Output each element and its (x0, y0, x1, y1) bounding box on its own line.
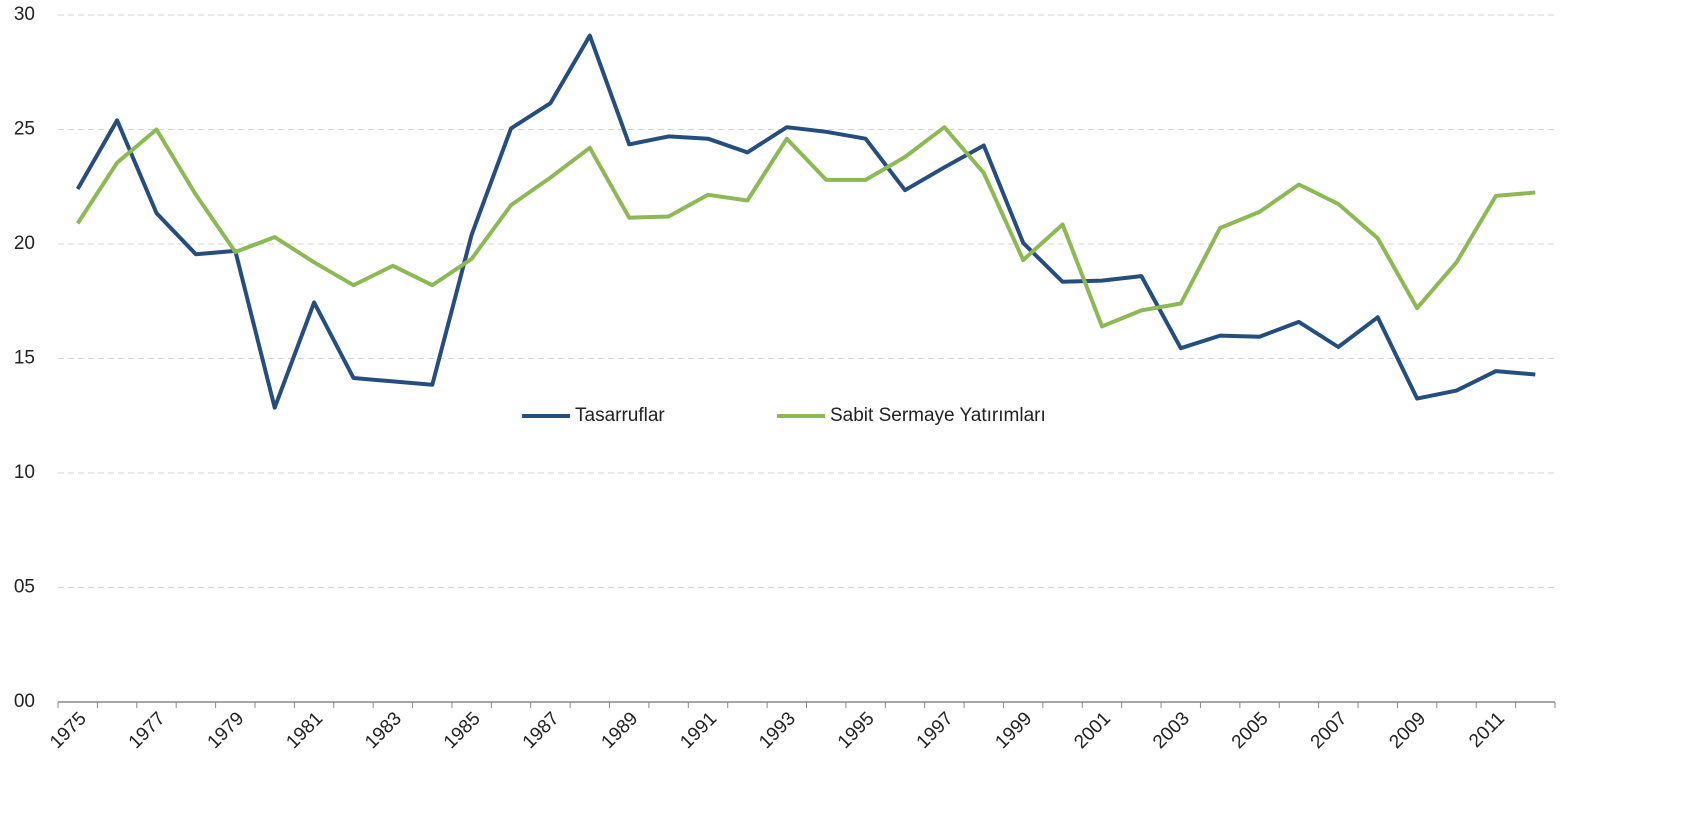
legend-label: Sabit Sermaye Yatırımları (830, 405, 1046, 426)
y-tick-label: 15 (14, 348, 35, 369)
x-tick-label: 1979 (204, 708, 249, 753)
x-tick-label: 1975 (46, 708, 91, 753)
y-tick-label: 30 (14, 4, 35, 25)
x-tick-label: 1989 (598, 708, 643, 753)
x-tick-label: 1987 (519, 708, 564, 753)
y-tick-label: 00 (14, 691, 35, 712)
x-tick-label: 2005 (1228, 708, 1273, 753)
x-tick-label: 1983 (361, 708, 406, 753)
x-tick-label: 1981 (282, 708, 327, 753)
x-tick-label: 1997 (913, 708, 958, 753)
x-tick-label: 1993 (755, 708, 800, 753)
y-tick-label: 20 (14, 233, 35, 254)
line-series (76, 125, 1536, 329)
line-series (75, 33, 1536, 410)
y-tick-label: 25 (14, 119, 35, 140)
y-tick-label: 05 (14, 577, 35, 598)
legend-label: Tasarruflar (575, 405, 665, 426)
x-tick-label: 2003 (1149, 708, 1194, 753)
x-tick-label: 1977 (125, 708, 170, 753)
x-tick-label: 2009 (1385, 708, 1430, 753)
x-tick-label: 2011 (1465, 708, 1509, 752)
y-tick-label: 10 (14, 462, 35, 483)
x-tick-label: 2001 (1070, 708, 1115, 753)
x-tick-label: 2007 (1307, 708, 1352, 753)
x-tick-label: 1991 (676, 708, 721, 753)
x-tick-label: 1995 (834, 708, 879, 753)
x-tick-label: 1999 (992, 708, 1037, 753)
x-tick-label: 1985 (440, 708, 485, 753)
